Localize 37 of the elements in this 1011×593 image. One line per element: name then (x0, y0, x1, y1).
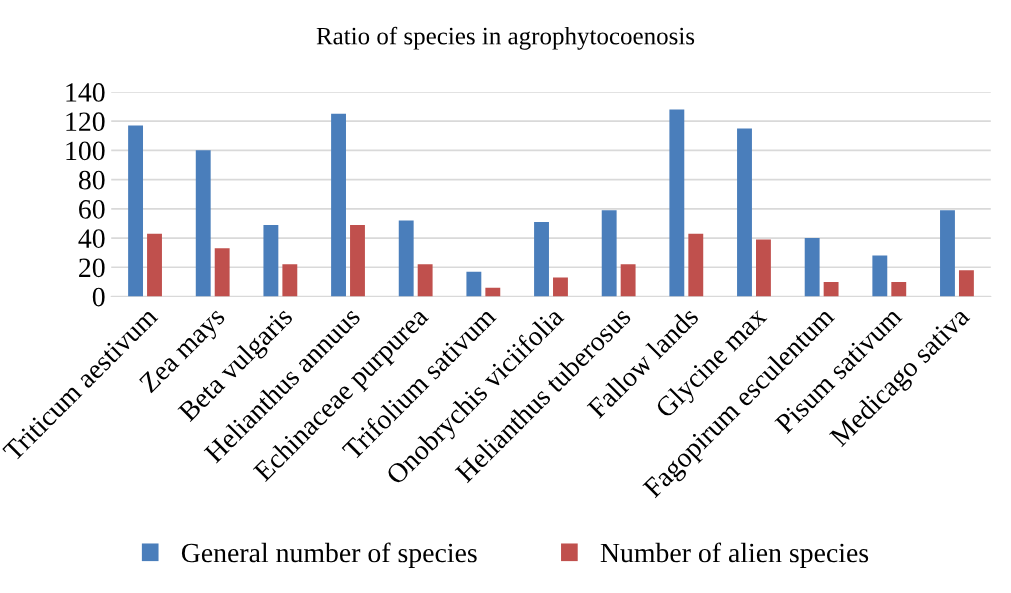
bar (263, 224, 279, 297)
bar (195, 150, 211, 297)
bar (737, 128, 752, 297)
y-tick-label: 120 (66, 112, 105, 132)
bar (282, 264, 298, 297)
bar (958, 270, 974, 297)
y-tick-label: 40 (78, 229, 105, 248)
bar (128, 125, 144, 297)
y-tick-label: 140 (66, 83, 105, 102)
bar (669, 109, 685, 297)
bar (891, 281, 907, 297)
bar (534, 221, 549, 297)
bar (688, 233, 704, 297)
bar (214, 248, 230, 297)
bar (553, 277, 568, 297)
bar (147, 233, 162, 297)
y-tick-label: 0 (92, 287, 105, 307)
bar (620, 264, 636, 297)
bar (466, 271, 482, 297)
bar (823, 281, 839, 297)
bar (940, 210, 955, 297)
chart-title: Ratio of species in agrophytocoenosis (316, 26, 695, 50)
bar (804, 238, 820, 297)
y-tick-label: 60 (79, 199, 105, 219)
bar (756, 239, 771, 297)
y-tick-label: 20 (79, 258, 105, 278)
bar (350, 224, 365, 297)
bar (331, 113, 346, 297)
legend-label: General number of species (181, 542, 477, 568)
bar (485, 287, 501, 297)
bar (417, 264, 433, 297)
bar (601, 210, 617, 297)
legend-label: Number of alien species (600, 542, 869, 568)
bar (398, 220, 414, 297)
y-tick-label: 80 (78, 170, 105, 190)
bar (872, 255, 888, 297)
y-tick-label: 100 (66, 141, 105, 161)
